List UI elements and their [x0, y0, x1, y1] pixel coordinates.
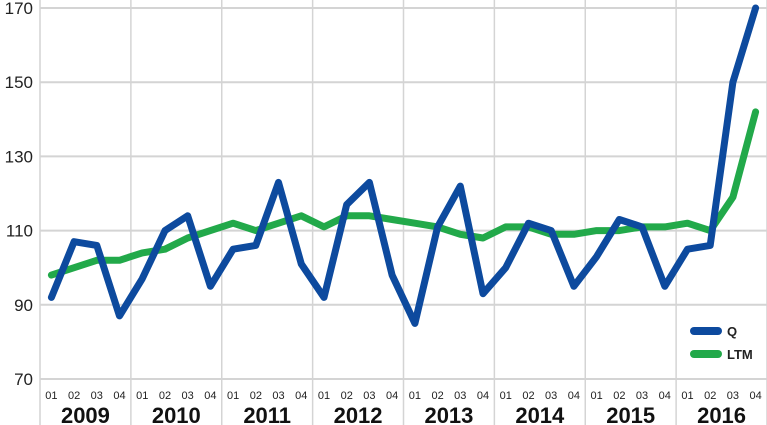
- x-tick-label: 03: [454, 390, 466, 402]
- x-tick-label: 01: [500, 390, 512, 402]
- x-tick-label: 04: [477, 390, 489, 402]
- year-label: 2015: [606, 403, 655, 425]
- x-tick-label: 02: [522, 390, 534, 402]
- x-tick-label: 01: [681, 390, 693, 402]
- year-label: 2014: [515, 403, 565, 425]
- y-tick-label: 130: [5, 147, 33, 166]
- x-tick-label: 04: [386, 390, 398, 402]
- y-tick-label: 110: [6, 222, 33, 241]
- x-tick-label: 02: [341, 390, 353, 402]
- year-label: 2011: [243, 403, 291, 425]
- x-tick-label: 03: [727, 390, 739, 402]
- x-tick-label: 03: [363, 390, 375, 402]
- x-tick-label: 03: [91, 390, 103, 402]
- x-tick-label: 02: [613, 390, 625, 402]
- x-tick-label: 03: [182, 390, 194, 402]
- legend-label-ltm: LTM: [727, 347, 753, 362]
- x-tick-label: 03: [272, 390, 284, 402]
- y-axis: 70 90 110 130 150 170: [5, 0, 33, 389]
- x-tick-label: 01: [318, 390, 330, 402]
- x-tick-label: 03: [636, 390, 648, 402]
- year-label: 2010: [152, 403, 201, 425]
- series-line-q: [47, 4, 760, 327]
- year-label: 2009: [61, 403, 110, 425]
- legend: Q LTM: [690, 324, 753, 362]
- year-label: 2016: [697, 403, 746, 425]
- x-tick-label: 04: [113, 390, 125, 402]
- x-tick-label: 04: [295, 390, 307, 402]
- x-tick-label: 04: [204, 390, 216, 402]
- x-tick-label: 02: [250, 390, 262, 402]
- x-tick-label: 02: [68, 390, 80, 402]
- year-label: 2013: [424, 403, 473, 425]
- x-tick-label: 02: [431, 390, 443, 402]
- x-tick-label: 02: [159, 390, 171, 402]
- y-tick-label: 150: [5, 73, 33, 92]
- year-label: 2012: [334, 403, 383, 425]
- x-tick-label: 04: [659, 390, 671, 402]
- x-tick-label: 03: [545, 390, 557, 402]
- x-tick-label: 04: [750, 390, 762, 402]
- x-tick-label: 04: [568, 390, 580, 402]
- x-tick-label: 01: [227, 390, 239, 402]
- x-tick-label: 02: [704, 390, 716, 402]
- gridlines: [39, 0, 767, 425]
- legend-label-q: Q: [727, 324, 737, 339]
- x-tick-label: 01: [136, 390, 148, 402]
- x-tick-label: 01: [45, 390, 57, 402]
- y-tick-label: 170: [5, 0, 33, 18]
- y-tick-label: 70: [14, 370, 33, 389]
- x-tick-label: 01: [409, 390, 421, 402]
- series-lines: [47, 4, 760, 327]
- y-tick-label: 90: [14, 296, 33, 315]
- x-tick-label: 01: [590, 390, 602, 402]
